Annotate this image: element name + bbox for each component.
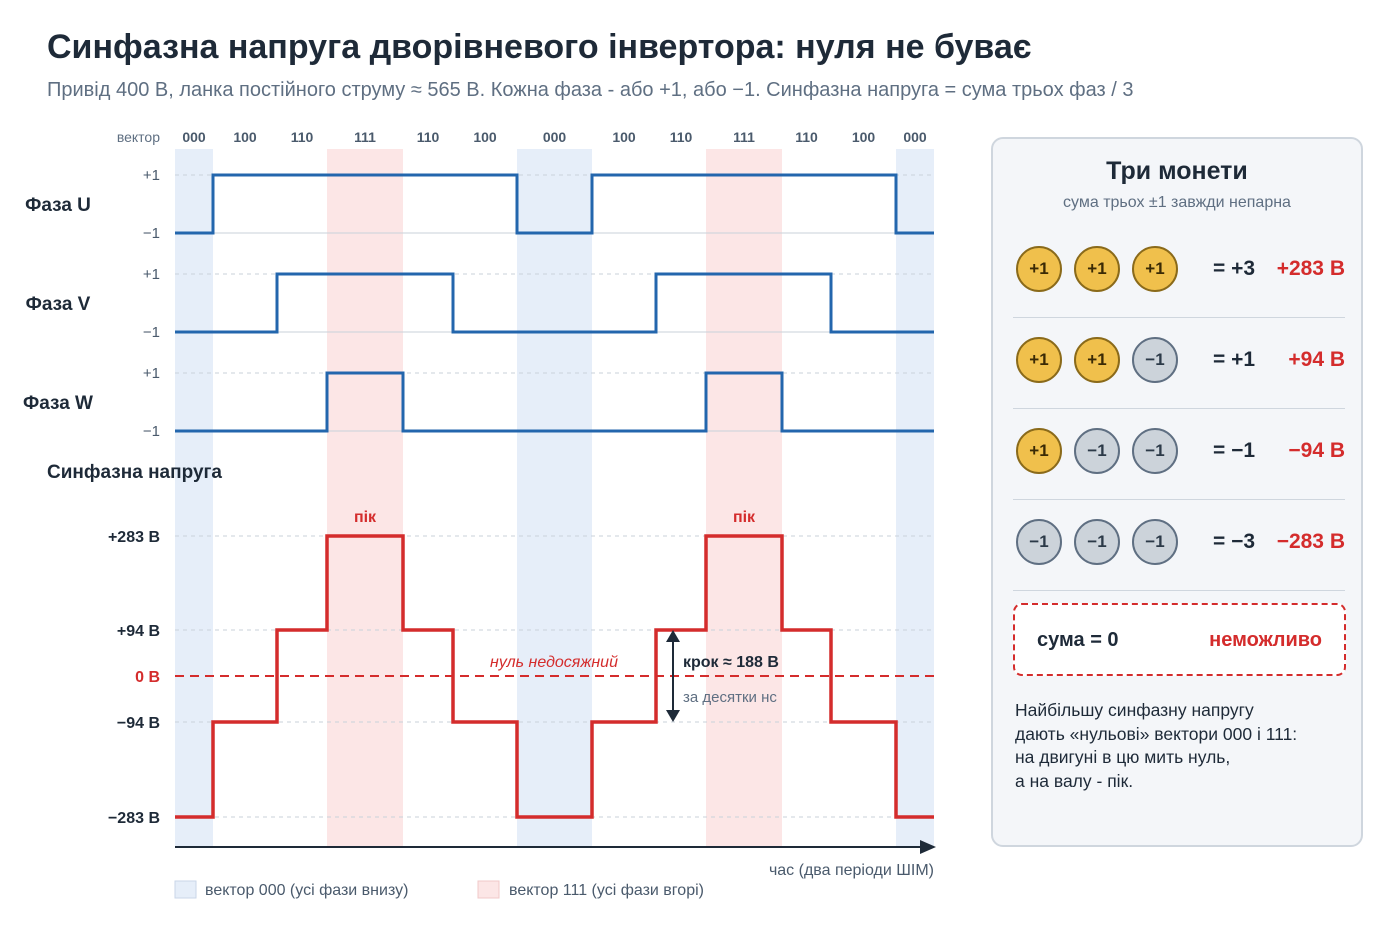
phase-waveform (175, 371, 934, 433)
panel-subtitle: сума трьох ±1 завжди непарна (1063, 194, 1291, 211)
legend-swatch-000 (174, 880, 197, 899)
common-mode-waveform (175, 534, 934, 819)
step-label: крок ≈ 188 В (683, 654, 779, 671)
impossible-sum-status: неможливо (1209, 629, 1322, 651)
coin-minus: −1 (1074, 428, 1120, 474)
coin-row-voltage: −283 В (1276, 530, 1345, 553)
page-title: Синфазна напруга дворівневого інвертора:… (47, 28, 1032, 66)
time-axis-label: час (два періоди ШІМ) (769, 862, 934, 879)
phase-waveform (175, 173, 934, 235)
coin-row-voltage: +94 В (1288, 348, 1345, 371)
cm-tick-label: −283 В (108, 810, 160, 827)
coin-row-sum: = −3 (1213, 530, 1256, 553)
legend-swatch-111 (477, 880, 500, 899)
panel-note: Найбільшу синфазну напругу дають «нульов… (1015, 699, 1335, 793)
peak-label: пік (733, 509, 756, 526)
vector-label: 110 (795, 129, 818, 145)
note-line: дають «нульові» вектори 000 і 111: (1015, 723, 1298, 744)
coin-row: +1 −1 −1 = −1 −94 В (1013, 408, 1345, 500)
common-mode-title: Синфазна напруга (47, 462, 222, 483)
coin-plus: +1 (1016, 246, 1062, 292)
vector-label: 000 (182, 129, 206, 145)
time-axis-arrow (920, 840, 936, 854)
coin-plus: +1 (1132, 246, 1178, 292)
three-coins-panel: Три монети сума трьох ±1 завжди непарна … (991, 137, 1363, 847)
vector-label: 110 (291, 129, 314, 145)
phase-name: Фаза U (25, 195, 91, 216)
panel-title: Три монети (1106, 157, 1248, 185)
zero-unreachable-note: нуль недосяжний (490, 654, 618, 671)
vector-label: 000 (543, 129, 567, 145)
vector-label: 100 (612, 129, 636, 145)
coin-plus: +1 (1074, 337, 1120, 383)
phase-tick-label: +1 (143, 365, 160, 382)
note-line: а на валу - пік. (1015, 770, 1134, 791)
legend-item-000: вектор 000 (усі фази внизу) (205, 882, 408, 899)
vector-label: 000 (903, 129, 927, 145)
vector-label: 111 (354, 129, 376, 145)
phase-name: Фаза W (23, 393, 93, 414)
coin-row: −1 −1 −1 = −3 −283 В (1013, 499, 1345, 591)
step-arrow-head-up (666, 630, 680, 642)
vector-label: 100 (852, 129, 876, 145)
coin-row-sum: = +3 (1213, 257, 1256, 280)
phase-name: Фаза V (26, 294, 91, 315)
coin-plus: +1 (1016, 428, 1062, 474)
phase-tick-label: −1 (143, 324, 160, 341)
impossible-sum-label: сума = 0 (1037, 629, 1119, 651)
coin-plus: +1 (1016, 337, 1062, 383)
coin-minus: −1 (1132, 428, 1178, 474)
step-arrow-head-down (666, 710, 680, 722)
step-time-label: за десятки нс (683, 689, 777, 706)
vector-label: 100 (473, 129, 497, 145)
legend-item-111: вектор 111 (усі фази вгорі) (509, 882, 704, 899)
vector-band-111 (706, 149, 782, 846)
vector-band-111 (327, 149, 403, 846)
coin-minus: −1 (1132, 519, 1178, 565)
coin-minus: −1 (1016, 519, 1062, 565)
phase-tick-label: −1 (143, 225, 160, 242)
peak-label: пік (354, 509, 377, 526)
coin-minus: −1 (1132, 337, 1178, 383)
coin-row-voltage: −94 В (1288, 439, 1345, 462)
cm-tick-label: 0 В (135, 669, 160, 686)
coin-row: +1 +1 −1 = +1 +94 В (1013, 317, 1345, 409)
vector-band-000 (175, 149, 213, 846)
waveform-chart: вектор 000 100 110 111 110 100 000 100 110 111 110 1… (23, 129, 936, 899)
phase-tick-label: +1 (143, 167, 160, 184)
coin-minus: −1 (1074, 519, 1120, 565)
vector-label: 110 (670, 129, 693, 145)
impossible-sum-box: сума = 0 неможливо (1013, 603, 1346, 676)
coin-row: +1 +1 +1 = +3 +283 В (1013, 226, 1345, 318)
coin-plus: +1 (1074, 246, 1120, 292)
phase-waveform (175, 272, 934, 334)
coin-row-sum: = +1 (1213, 348, 1256, 371)
vector-label: 110 (417, 129, 440, 145)
vector-label: 111 (733, 129, 755, 145)
vector-label: 100 (233, 129, 257, 145)
note-line: Найбільшу синфазну напругу (1015, 700, 1254, 720)
cm-tick-label: −94 В (117, 715, 160, 732)
cm-tick-label: +94 В (117, 623, 160, 640)
vector-axis-label: вектор (117, 129, 160, 145)
note-line: на двигуні в цю мить нуль, (1015, 747, 1231, 767)
vector-band-000 (517, 149, 592, 846)
page-subtitle: Привід 400 В, ланка постійного струму ≈ … (47, 79, 1134, 101)
phase-tick-label: +1 (143, 266, 160, 283)
coin-row-voltage: +283 В (1276, 257, 1345, 280)
vector-band-000 (896, 149, 934, 846)
phase-tick-label: −1 (143, 423, 160, 440)
cm-tick-label: +283 В (108, 529, 160, 546)
coin-row-sum: = −1 (1213, 439, 1256, 462)
